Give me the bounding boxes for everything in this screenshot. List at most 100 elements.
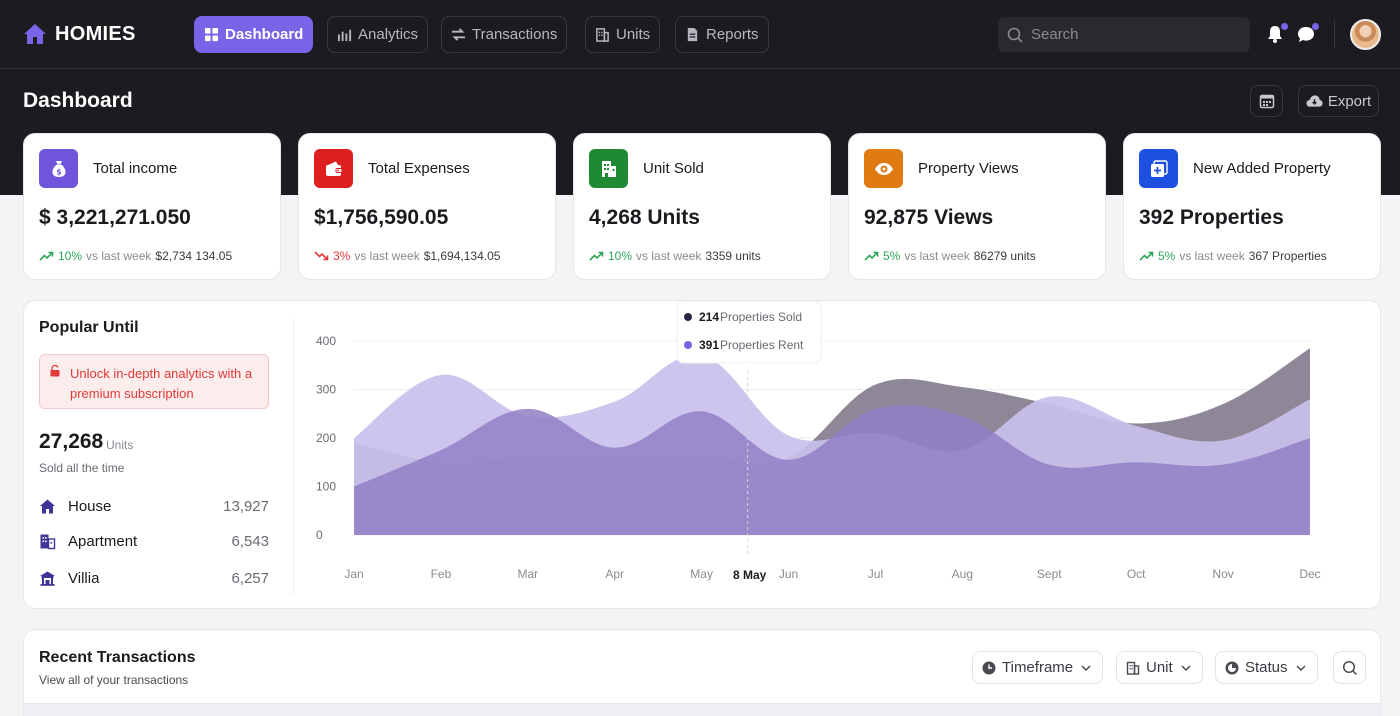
money-bag-icon: $ xyxy=(52,160,65,177)
status-filter-label: Status xyxy=(1245,659,1288,676)
card-reference-value: $1,694,134.05 xyxy=(423,249,501,263)
villa-icon xyxy=(40,571,55,586)
card-reference-value: 86279 units xyxy=(973,249,1036,263)
area-chart[interactable]: 0 100 200 300 400 Jan Feb Mar Apr May Jun Jul Aug Sep… xyxy=(24,301,1382,610)
export-button[interactable]: Export xyxy=(1298,85,1379,117)
timeframe-filter[interactable]: Timeframe xyxy=(972,651,1104,684)
nav-units[interactable]: Units xyxy=(585,16,661,53)
popular-title: Popular Until xyxy=(39,319,139,336)
card-percent: 3% xyxy=(333,249,351,263)
x-tick-label: Nov xyxy=(1212,567,1233,581)
stat-card-total-expenses: Total Expenses $1,756,590.05 3% vs last … xyxy=(298,133,556,280)
building-icon xyxy=(596,28,609,42)
nav-dashboard-label: Dashboard xyxy=(225,26,304,43)
tooltip-pointer xyxy=(742,363,754,371)
x-tick-label: Jun xyxy=(779,567,798,581)
card-vs-text: vs last week xyxy=(904,249,970,263)
tooltip-dot xyxy=(684,313,692,321)
card-reference-value: $2,734 134.05 xyxy=(155,249,233,263)
timeframe-filter-label: Timeframe xyxy=(1002,659,1074,676)
building-icon xyxy=(1126,661,1140,675)
svg-text:$: $ xyxy=(56,167,61,176)
y-tick-label: 100 xyxy=(316,480,336,494)
nav-units-label: Units xyxy=(616,26,651,43)
card-icon-box xyxy=(1139,149,1178,188)
eye-icon xyxy=(874,162,893,175)
unit-filter[interactable]: Unit xyxy=(1116,651,1203,684)
recent-transactions-panel: Recent Transactions View all of your tra… xyxy=(23,629,1382,716)
search-input[interactable] xyxy=(1031,26,1231,43)
card-vs-text: vs last week xyxy=(86,249,152,263)
popular-chart-panel: Popular Until Unlock in-depth analytics … xyxy=(23,300,1381,609)
building-icon xyxy=(601,160,616,177)
card-reference-value: 3359 units xyxy=(705,249,761,263)
message-dot xyxy=(1312,23,1319,30)
nav-transactions[interactable]: Transactions xyxy=(441,16,568,53)
card-percent: 10% xyxy=(58,249,83,263)
search-icon xyxy=(1007,27,1023,43)
card-value: 4,268 Units xyxy=(589,206,700,229)
bell-icon xyxy=(1268,26,1282,43)
x-tick-label: Dec xyxy=(1299,567,1320,581)
trend-up-icon xyxy=(39,251,54,261)
x-tick-label: Feb xyxy=(431,567,452,581)
nav-reports-label: Reports xyxy=(706,26,759,43)
card-icon-box xyxy=(864,149,903,188)
search-box xyxy=(998,17,1250,52)
panel-divider xyxy=(293,319,294,595)
premium-alert[interactable]: Unlock in-depth analytics with a premium… xyxy=(39,354,269,409)
x-tick-label: Mar xyxy=(517,567,538,581)
trend-up-icon xyxy=(864,251,879,261)
card-label: Total Expenses xyxy=(368,160,470,177)
status-icon xyxy=(1225,661,1239,674)
units-subtitle: Sold all the time xyxy=(39,461,125,475)
stat-card-unit-sold: Unit Sold 4,268 Units 10% vs last week 3… xyxy=(573,133,831,280)
search-icon xyxy=(1342,660,1357,675)
card-percent: 10% xyxy=(608,249,633,263)
card-value: 392 Properties xyxy=(1139,206,1284,229)
chevron-down-icon xyxy=(1181,664,1191,671)
property-type-villa: Villia 6,257 xyxy=(39,567,269,589)
calendar-button[interactable] xyxy=(1250,85,1283,117)
transactions-title: Recent Transactions xyxy=(39,649,196,666)
stat-card-new-added-property: New Added Property 392 Properties 5% vs … xyxy=(1123,133,1381,280)
status-filter[interactable]: Status xyxy=(1215,651,1318,684)
premium-alert-text: Unlock in-depth analytics with a premium… xyxy=(70,366,253,401)
nav-analytics[interactable]: Analytics xyxy=(327,16,429,53)
export-label: Export xyxy=(1327,92,1372,110)
notifications-button[interactable] xyxy=(1265,23,1288,46)
property-type-count: 13,927 xyxy=(223,497,269,515)
x-tick-label: Apr xyxy=(605,567,624,581)
hover-date-label: 8 May xyxy=(733,568,767,582)
chat-bubble-icon xyxy=(1298,27,1314,42)
brand-name: HOMIES xyxy=(55,22,136,45)
brand-logo[interactable]: HOMIES xyxy=(23,22,136,46)
nav-reports[interactable]: Reports xyxy=(675,16,769,53)
x-tick-label: Oct xyxy=(1127,567,1146,581)
nav-dashboard[interactable]: Dashboard xyxy=(194,16,314,53)
transactions-search-button[interactable] xyxy=(1333,651,1366,684)
x-tick-label: May xyxy=(690,567,713,581)
cloud-download-icon xyxy=(1306,95,1323,107)
card-icon-box: $ xyxy=(39,149,78,188)
card-percent: 5% xyxy=(883,249,901,263)
messages-button[interactable] xyxy=(1296,23,1319,46)
card-percent: 5% xyxy=(1158,249,1176,263)
unit-filter-label: Unit xyxy=(1146,659,1173,676)
property-type-count: 6,257 xyxy=(231,569,269,587)
lock-icon xyxy=(50,365,60,377)
transactions-table-header xyxy=(24,703,1382,716)
plus-square-icon xyxy=(1150,159,1168,177)
property-type-count: 6,543 xyxy=(231,532,269,550)
page-title: Dashboard xyxy=(23,89,133,112)
units-label: Units xyxy=(106,438,134,452)
bar-chart-icon xyxy=(337,29,352,42)
card-footer: 10% vs last week 3359 units xyxy=(589,249,761,263)
property-type-apartment: Apartment 6,543 xyxy=(39,530,269,552)
user-avatar[interactable] xyxy=(1350,19,1381,50)
card-value: $ 3,221,271.050 xyxy=(39,206,191,229)
units-total: 27,268 xyxy=(39,430,104,453)
property-type-house: House 13,927 xyxy=(39,495,269,517)
card-reference-value: 367 Properties xyxy=(1248,249,1327,263)
chevron-down-icon xyxy=(1296,664,1306,671)
